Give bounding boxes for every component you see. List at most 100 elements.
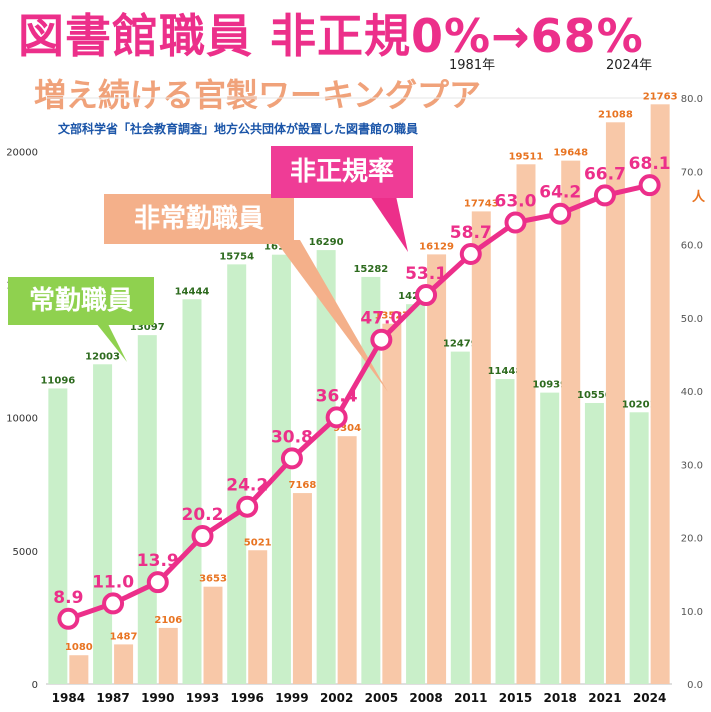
title-year-end: 2024年 bbox=[606, 58, 653, 73]
data-label-regular: 10201 bbox=[622, 399, 657, 410]
bar-nonregular-staff bbox=[561, 160, 581, 684]
data-label-rate: 47.0 bbox=[360, 309, 402, 329]
x-tick-label: 1999 bbox=[275, 691, 308, 705]
rate-point bbox=[191, 525, 214, 548]
data-label-nonregular: 5021 bbox=[244, 537, 272, 548]
y2-tick-label: 40.0 bbox=[681, 387, 703, 398]
data-label-rate: 58.7 bbox=[450, 223, 492, 243]
data-label-regular: 15282 bbox=[353, 264, 388, 275]
data-label-regular: 12003 bbox=[85, 351, 120, 362]
rate-point bbox=[638, 174, 661, 197]
y-tick-label: 5000 bbox=[13, 547, 38, 558]
x-tick-label: 1984 bbox=[52, 691, 85, 705]
x-tick-label: 2024 bbox=[633, 691, 666, 705]
bar-nonregular-staff bbox=[605, 122, 625, 685]
bar-regular-staff bbox=[406, 304, 426, 684]
data-label-regular: 11096 bbox=[40, 375, 75, 386]
y-tick-label: 10000 bbox=[6, 414, 38, 425]
bar-regular-staff bbox=[227, 264, 247, 684]
bar-nonregular-staff bbox=[248, 550, 268, 684]
callout-nonregular-staff: 非常勤職員 bbox=[104, 194, 294, 244]
title-year-start: 1981年 bbox=[449, 58, 496, 73]
data-label-regular: 10550 bbox=[577, 390, 612, 401]
x-tick-label: 2011 bbox=[454, 691, 487, 705]
y2-tick-label: 60.0 bbox=[681, 241, 703, 252]
unit-label: 人 bbox=[692, 190, 706, 205]
rate-point bbox=[57, 607, 80, 630]
rate-point bbox=[549, 202, 572, 225]
y-tick-label: 20000 bbox=[6, 147, 38, 158]
x-tick-label: 2002 bbox=[320, 691, 353, 705]
y2-tick-label: 0.0 bbox=[687, 680, 703, 691]
data-label-nonregular: 21088 bbox=[598, 109, 633, 120]
data-label-rate: 36.4 bbox=[316, 386, 358, 406]
bar-regular-staff bbox=[48, 388, 68, 684]
x-tick-label: 2005 bbox=[365, 691, 398, 705]
bar-nonregular-staff bbox=[203, 586, 223, 684]
y2-tick-label: 50.0 bbox=[681, 314, 703, 325]
bar-regular-staff bbox=[361, 276, 381, 684]
data-label-rate: 20.2 bbox=[182, 505, 224, 525]
data-label-regular: 15754 bbox=[219, 251, 254, 262]
bar-regular-staff bbox=[137, 335, 157, 684]
data-label-regular: 16290 bbox=[309, 237, 344, 248]
bar-nonregular-staff bbox=[650, 104, 670, 685]
rate-point bbox=[325, 406, 348, 429]
data-label-regular: 11448 bbox=[488, 366, 523, 377]
bar-nonregular-staff bbox=[292, 493, 312, 684]
rate-point bbox=[146, 571, 169, 594]
callout-pointer-nonregular bbox=[275, 240, 388, 392]
data-label-nonregular: 7168 bbox=[289, 480, 317, 491]
bar-nonregular-staff bbox=[382, 323, 402, 684]
data-label-rate: 66.7 bbox=[584, 164, 626, 184]
bar-nonregular-staff bbox=[427, 254, 447, 685]
callout-nonregular-rate: 非正規率 bbox=[271, 146, 413, 198]
data-label-rate: 11.0 bbox=[92, 572, 134, 592]
data-label-nonregular: 1080 bbox=[65, 642, 93, 653]
bar-nonregular-staff bbox=[158, 627, 178, 684]
x-tick-label: 2018 bbox=[544, 691, 577, 705]
data-label-rate: 30.8 bbox=[271, 427, 313, 447]
bar-regular-staff bbox=[450, 351, 470, 684]
data-label-regular: 13097 bbox=[130, 322, 165, 333]
y2-tick-label: 10.0 bbox=[681, 607, 703, 618]
rate-point bbox=[280, 447, 303, 470]
data-label-rate: 8.9 bbox=[53, 588, 83, 608]
y2-tick-label: 80.0 bbox=[681, 94, 703, 105]
data-label-rate: 13.9 bbox=[137, 551, 179, 571]
bar-nonregular-staff bbox=[69, 655, 89, 684]
callout-pointer-rate bbox=[370, 196, 408, 252]
rate-point bbox=[370, 328, 393, 351]
callout-pointer-regular bbox=[92, 318, 127, 362]
data-label-nonregular: 9304 bbox=[333, 423, 361, 434]
data-label-nonregular: 19511 bbox=[509, 151, 544, 162]
chart-subtitle: 増え続ける官製ワーキングプア bbox=[34, 76, 482, 114]
data-label-nonregular: 16129 bbox=[419, 241, 454, 252]
source-note: 文部科学省「社会教育調査」地方公共団体が設置した図書館の職員 bbox=[58, 122, 419, 136]
data-label-rate: 68.1 bbox=[629, 154, 671, 174]
x-tick-label: 2021 bbox=[588, 691, 621, 705]
rate-point bbox=[236, 495, 259, 518]
data-label-rate: 53.1 bbox=[405, 264, 447, 284]
rate-point bbox=[102, 592, 125, 615]
x-tick-label: 1987 bbox=[96, 691, 129, 705]
data-label-nonregular: 17743 bbox=[464, 198, 499, 209]
bar-regular-staff bbox=[495, 379, 515, 684]
y2-tick-label: 70.0 bbox=[681, 167, 703, 178]
rate-point bbox=[415, 284, 438, 307]
y2-tick-label: 20.0 bbox=[681, 534, 703, 545]
data-label-rate: 63.0 bbox=[495, 192, 537, 212]
bar-nonregular-staff bbox=[471, 211, 491, 685]
rate-point bbox=[593, 184, 616, 207]
x-tick-label: 1993 bbox=[186, 691, 219, 705]
bar-nonregular-staff bbox=[516, 164, 536, 684]
bar-regular-staff bbox=[584, 402, 604, 684]
data-label-nonregular: 13527 bbox=[374, 311, 409, 322]
data-label-nonregular: 21763 bbox=[643, 91, 678, 102]
data-label-nonregular: 2106 bbox=[154, 615, 182, 626]
data-label-rate: 24.2 bbox=[226, 476, 268, 496]
bar-nonregular-staff bbox=[337, 436, 357, 684]
data-label-regular: 14444 bbox=[175, 286, 210, 297]
x-tick-label: 2008 bbox=[409, 691, 442, 705]
data-label-rate: 64.2 bbox=[539, 183, 581, 203]
